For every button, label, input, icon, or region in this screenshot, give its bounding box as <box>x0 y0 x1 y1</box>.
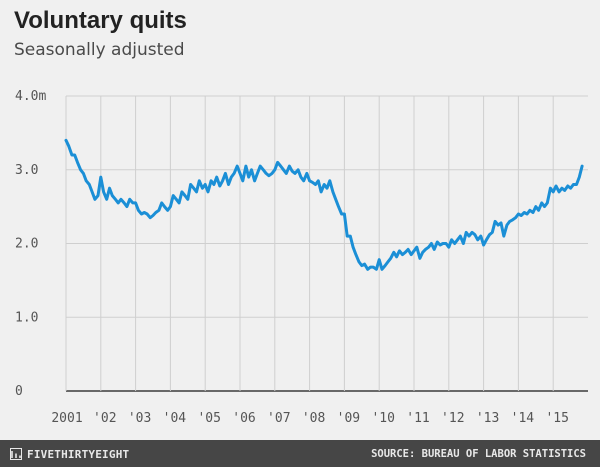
source-note: SOURCE: BUREAU OF LABOR STATISTICS <box>371 448 586 460</box>
x-tick-label: '15 <box>545 411 568 426</box>
fivethirtyeight-logo-icon <box>10 448 22 460</box>
x-tick-label: 2001 <box>51 411 82 426</box>
x-tick-label: '08 <box>302 411 325 426</box>
y-tick-label: 4.0m <box>15 89 46 104</box>
chart-title: Voluntary quits <box>14 7 187 34</box>
x-tick-label: '02 <box>93 411 116 426</box>
series-line <box>64 138 584 271</box>
x-tick-label: '13 <box>476 411 499 426</box>
grid-lines <box>65 95 588 392</box>
y-tick-label: 2.0 <box>15 237 38 252</box>
footer-brand: FIVETHIRTYEIGHT <box>10 447 129 461</box>
series-layer <box>64 138 584 271</box>
footer-bar: FIVETHIRTYEIGHT SOURCE: BUREAU OF LABOR … <box>0 440 600 467</box>
x-tick-label: '11 <box>406 411 429 426</box>
y-tick-label: 3.0 <box>15 163 38 178</box>
x-tick-label: '09 <box>337 411 360 426</box>
x-tick-label: '04 <box>163 411 187 426</box>
x-tick-label: '14 <box>511 411 535 426</box>
x-tick-label: '05 <box>197 411 220 426</box>
chart-subtitle: Seasonally adjusted <box>14 40 185 60</box>
y-axis-tick-labels: 0 1.0 2.0 3.0 4.0m <box>15 89 46 399</box>
y-tick-label: 0 <box>15 384 23 399</box>
x-axis-tick-labels: 2001 '02 '03 '04 '05 '06 '07 '08 '09 '10 '11 '12 '13… <box>51 411 569 426</box>
x-tick-label: '10 <box>371 411 394 426</box>
x-tick-label: '07 <box>267 411 290 426</box>
x-tick-label: '12 <box>441 411 464 426</box>
line-chart: 0 1.0 2.0 3.0 4.0m 2001 '02 '03 '04 '05 '06 '07 '08… <box>15 89 588 426</box>
brand-name: FIVETHIRTYEIGHT <box>27 447 130 461</box>
y-tick-label: 1.0 <box>15 310 38 325</box>
x-tick-label: '06 <box>232 411 255 426</box>
x-tick-label: '03 <box>128 411 151 426</box>
